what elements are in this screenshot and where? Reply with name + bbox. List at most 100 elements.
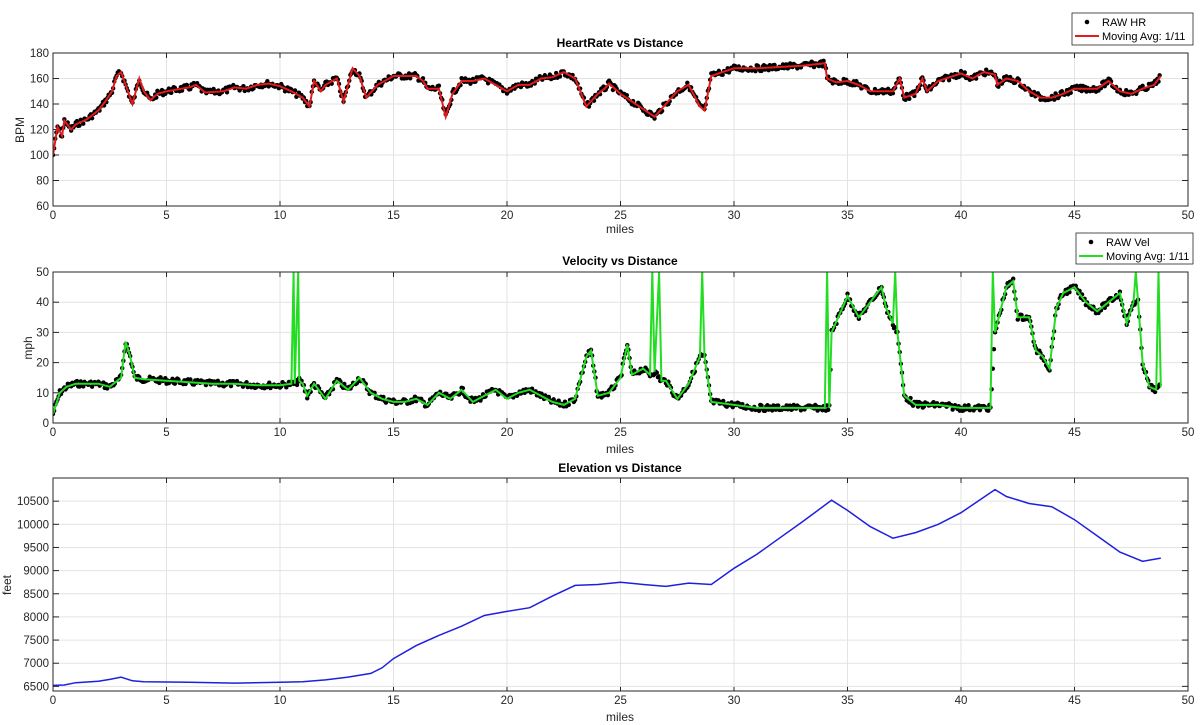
raw-data-point	[759, 68, 764, 74]
x-tick-label: 35	[841, 427, 854, 439]
raw-data-point	[845, 291, 850, 296]
y-tick-label: 40	[36, 297, 49, 309]
velocity-panel: 0 5 10 15 20 25 30 35 40 45 50 0 10 20 30 40 50 Velocity…	[21, 232, 1194, 456]
raw-data-point	[826, 407, 831, 413]
raw-data-point	[753, 68, 758, 74]
raw-data-point	[770, 408, 775, 413]
raw-data-point	[444, 391, 449, 397]
raw-data-point	[305, 396, 310, 401]
raw-data-point	[986, 408, 991, 413]
raw-data-point	[654, 370, 660, 375]
legend-marker-raw-vel	[1088, 239, 1094, 245]
raw-data-point	[720, 72, 725, 78]
raw-data-point	[904, 91, 909, 97]
x-tick-label: 0	[50, 210, 56, 222]
legend-marker-raw-hr	[1084, 19, 1090, 25]
raw-data-point	[885, 86, 891, 92]
x-tick-label: 5	[163, 427, 169, 439]
x-tick-label: 35	[841, 695, 854, 707]
raw-data-point	[556, 398, 561, 403]
x-tick-label: 50	[1182, 210, 1195, 222]
x-tick-label: 45	[1068, 210, 1081, 222]
y-tick-label: 10000	[17, 519, 49, 531]
raw-data-point	[169, 90, 174, 96]
legend-hr-avg: Moving Avg: 1/11	[1102, 31, 1185, 43]
y-tick-label: 0	[43, 418, 49, 430]
raw-data-point	[228, 383, 234, 389]
heartrate-title: HeartRate vs Distance	[557, 36, 684, 50]
y-tick-label: 10	[36, 388, 49, 400]
x-tick-label: 10	[274, 427, 287, 439]
x-tick-label: 30	[728, 210, 741, 222]
raw-data-point	[946, 77, 952, 83]
x-tick-label: 0	[50, 427, 56, 439]
x-tick-label: 0	[50, 695, 56, 707]
y-tick-label: 9500	[23, 542, 49, 554]
x-tick-label: 35	[841, 210, 854, 222]
axes-box	[52, 477, 1189, 692]
raw-data-point	[74, 378, 80, 384]
plot-area: 0 5 10 15 20 25 30 35 40 45 50 0 10 20 30 40 50	[36, 267, 1194, 439]
x-tick-label: 25	[614, 695, 627, 707]
x-tick-label: 50	[1182, 695, 1195, 707]
y-tick-label: 8500	[23, 589, 49, 601]
series-group	[53, 488, 1161, 687]
x-tick-label: 45	[1068, 427, 1081, 439]
x-tick-label: 45	[1068, 695, 1081, 707]
series-group	[53, 272, 1162, 417]
plot-area: 0 5 10 15 20 25 30 35 40 45 50 6500 7000 7500 8000 8500…	[17, 477, 1195, 707]
raw-data-point	[966, 403, 971, 408]
x-tick-label: 20	[501, 427, 514, 439]
x-tick-label: 10	[274, 210, 287, 222]
raw-data-point	[77, 384, 82, 389]
raw-data-point	[436, 83, 442, 88]
y-tick-label: 30	[36, 327, 49, 339]
series-line	[53, 62, 1162, 156]
x-tick-label: 10	[274, 695, 287, 707]
raw-data-point	[81, 384, 86, 389]
axes-box	[52, 52, 1189, 207]
x-tick-label: 25	[614, 427, 627, 439]
x-tick-label: 40	[955, 695, 968, 707]
y-tick-label: 180	[30, 48, 49, 60]
heartrate-panel: 0 5 10 15 20 25 30 35 40 45 506080100120140160180 …	[13, 12, 1195, 236]
velocity-legend: RAW Vel Moving Avg: 1/11	[1075, 232, 1194, 265]
raw-data-point	[1052, 97, 1057, 102]
raw-data-point	[962, 403, 967, 408]
raw-data-point	[294, 382, 300, 388]
raw-data-point	[977, 407, 983, 413]
x-tick-label: 40	[955, 210, 968, 222]
x-tick-label: 50	[1182, 427, 1195, 439]
legend-vel-avg: Moving Avg: 1/11	[1106, 251, 1189, 263]
raw-data-point	[172, 381, 178, 386]
raw-data-point	[157, 380, 162, 386]
y-tick-label: 8000	[23, 612, 49, 624]
x-tick-label: 30	[728, 695, 741, 707]
y-tick-label: 120	[30, 125, 49, 137]
x-tick-label: 15	[387, 210, 400, 222]
raw-data-point	[546, 394, 552, 400]
y-tick-label: 9000	[23, 566, 49, 578]
y-tick-label: 80	[36, 176, 49, 188]
y-tick-label: 6500	[23, 681, 49, 693]
x-tick-label: 5	[163, 210, 169, 222]
velocity-xlabel: miles	[606, 442, 634, 456]
x-tick-label: 40	[955, 427, 968, 439]
raw-data-point	[787, 403, 793, 408]
y-tick-label: 140	[30, 99, 49, 111]
velocity-ylabel: mph	[21, 336, 35, 359]
raw-data-point	[772, 62, 777, 68]
raw-data-point	[756, 408, 762, 413]
y-tick-label: 60	[36, 201, 49, 213]
raw-data-point	[991, 346, 997, 352]
raw-data-point	[292, 88, 298, 93]
raw-data-point	[241, 83, 246, 89]
x-tick-label: 15	[387, 427, 400, 439]
raw-data-point	[74, 118, 80, 124]
axes-box	[52, 271, 1189, 424]
elevation-panel: 0 5 10 15 20 25 30 35 40 45 50 6500 7000 7500 8000 8500…	[0, 461, 1194, 724]
raw-data-point	[265, 78, 270, 84]
legend-raw-hr: RAW HR	[1102, 17, 1146, 29]
raw-data-point	[656, 374, 662, 379]
